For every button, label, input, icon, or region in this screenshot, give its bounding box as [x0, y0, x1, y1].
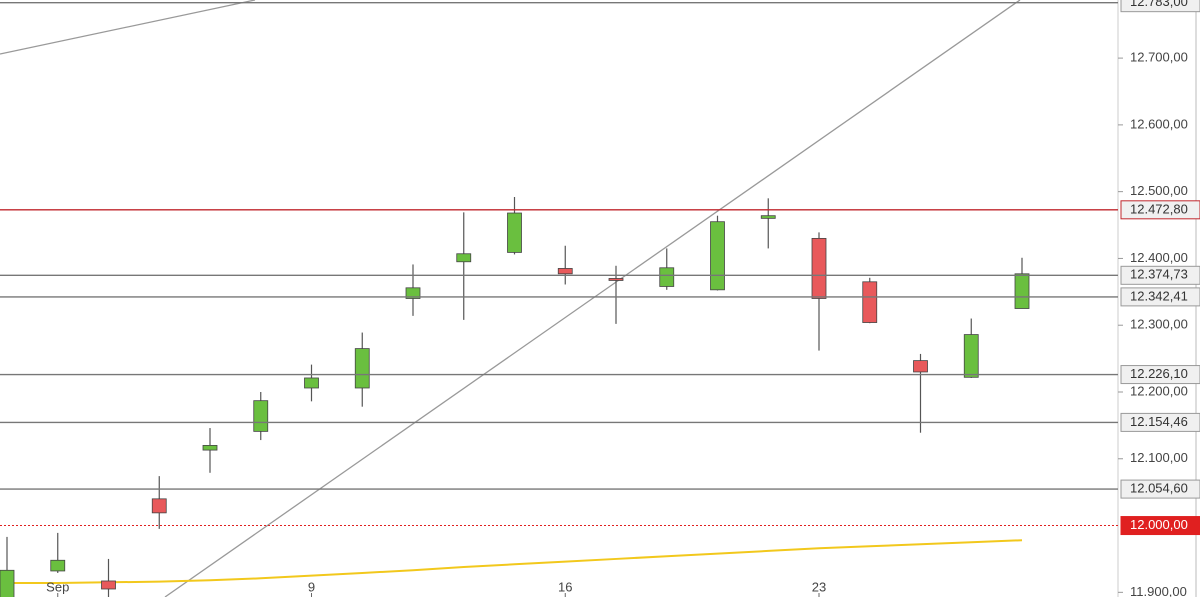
candle-body [0, 569, 15, 597]
level-label: 12.374,73 [1130, 267, 1188, 282]
candle-body [253, 400, 269, 432]
candle-body [304, 377, 319, 389]
level-label: 12.000,00 [1130, 517, 1188, 532]
candle-body [557, 268, 573, 275]
candle-body [405, 287, 421, 299]
candle-body [101, 580, 116, 590]
level-label-box [1120, 0, 1200, 13]
level-label-box [1120, 287, 1200, 307]
candle-body [963, 334, 979, 378]
level-label-box [1120, 200, 1200, 220]
y-tick-label: 11.900,00 [1130, 584, 1187, 597]
y-tick-label: 12.700,00 [1130, 50, 1188, 65]
level-label: 12.342,41 [1130, 288, 1188, 303]
candle-body [608, 278, 624, 281]
candle-body [1014, 273, 1030, 309]
candle-body [354, 348, 370, 389]
y-tick-label: 12.100,00 [1130, 450, 1188, 465]
level-label: 12.054,60 [1130, 481, 1188, 496]
x-tick-label: 9 [308, 579, 315, 594]
trend-lines [0, 0, 1021, 597]
y-tick-label: 12.300,00 [1130, 317, 1188, 332]
candle-body [862, 281, 878, 323]
trend-line [164, 0, 1021, 597]
level-label-box [1120, 516, 1200, 536]
candle-body [710, 221, 725, 291]
candle-body [913, 360, 928, 373]
trend-line [0, 0, 256, 55]
candle-body [507, 212, 522, 253]
candle-body [456, 253, 472, 263]
candle-body [151, 498, 167, 514]
y-tick-label: 12.600,00 [1130, 116, 1188, 131]
level-label: 12.783,00 [1130, 0, 1188, 9]
candle-body [50, 559, 66, 572]
candle-body [202, 445, 218, 451]
candle-body [760, 215, 776, 219]
level-label: 12.472,80 [1130, 201, 1188, 216]
x-tick-label: 23 [812, 579, 826, 594]
level-label: 12.226,10 [1130, 366, 1188, 381]
level-label-box [1120, 265, 1200, 285]
plot [0, 196, 1030, 597]
y-tick-label: 12.200,00 [1130, 383, 1188, 398]
level-label-box [1120, 412, 1200, 432]
y-tick-label: 12.500,00 [1130, 183, 1188, 198]
x-tick-label: 16 [558, 579, 572, 594]
level-label: 12.154,46 [1130, 414, 1188, 429]
level-label-box [1120, 365, 1200, 385]
x-tick-label: Sep [46, 579, 69, 594]
level-label-box [1120, 479, 1200, 499]
candle-body [811, 237, 827, 299]
candle-body [659, 267, 675, 287]
moving-average [7, 539, 1023, 584]
y-tick-label: 12.400,00 [1130, 250, 1188, 265]
